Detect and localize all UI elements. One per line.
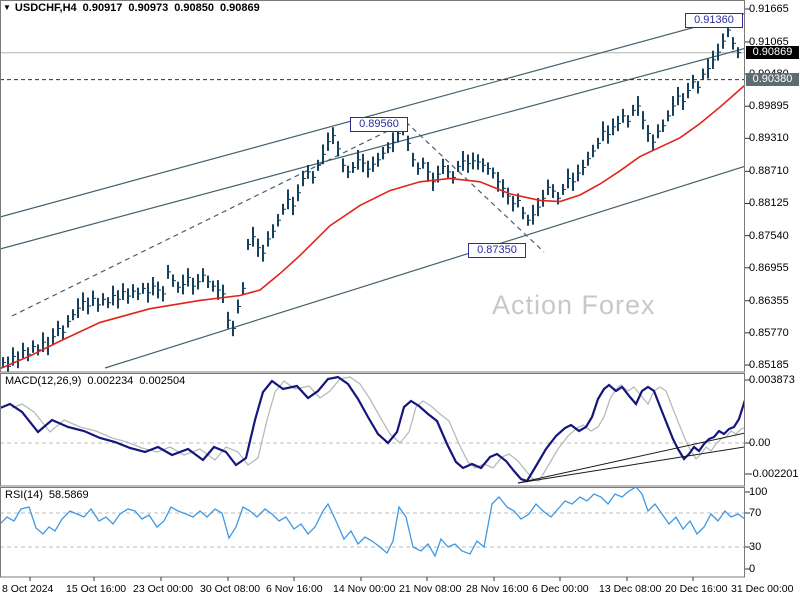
ohlc-open: 0.90917 (82, 2, 123, 14)
price-axis-label: 0.91065 (749, 35, 789, 48)
price-axis-label: 0.86955 (749, 261, 789, 274)
trendline[interactable] (0, 43, 765, 250)
ohlc-low: 0.90850 (174, 2, 214, 14)
macd-signal-line (11, 376, 745, 482)
rsi-axis-label: 0 (749, 563, 756, 575)
date-label: 20 Dec 16:00 (665, 583, 728, 595)
macd-label: MACD(12,26,9) 0.002234 0.002504 (5, 375, 191, 387)
price-axis-label: 0.89310 (749, 132, 789, 145)
price-annotation-peak[interactable]: 0.89560 (350, 117, 408, 132)
moving-average-line (0, 84, 745, 370)
date-label: 23 Oct 00:00 (133, 583, 194, 595)
date-label: 8 Oct 2024 (2, 583, 54, 595)
price-axis-label: 0.91665 (749, 3, 789, 15)
collapse-arrow-icon[interactable]: ▼ (3, 3, 11, 12)
macd-axis-zero: 0.00 (749, 437, 771, 449)
rsi-value: 58.5869 (48, 489, 89, 501)
panel-border (0, 373, 745, 487)
date-label: 6 Nov 16:00 (266, 583, 323, 595)
macd-value-signal: 0.002504 (139, 375, 186, 387)
rsi-label: RSI(14) 58.5869 (5, 489, 95, 501)
ohlc-close: 0.90869 (219, 2, 260, 14)
price-axis-label: 0.85185 (749, 359, 789, 371)
macd-axis-min: -0.002201 (749, 468, 799, 480)
rsi-axis-label: 70 (749, 507, 762, 519)
date-label: 13 Dec 08:00 (599, 583, 662, 595)
level-price-box: 0.90380 (746, 73, 799, 86)
symbol-timeframe: USDCHF,H4 (14, 2, 77, 14)
price-axis-label: 0.89895 (749, 100, 789, 113)
trendline[interactable] (0, 8, 765, 218)
macd-trendline[interactable] (517, 429, 763, 484)
price-annotation-low[interactable]: 0.87350 (468, 243, 526, 258)
trendline[interactable] (11, 121, 407, 317)
price-axis-label: 0.86355 (749, 294, 789, 307)
chart-header: ▼ USDCHF,H4 0.90917 0.90973 0.90850 0.90869 (3, 2, 266, 14)
macd-value-main: 0.002234 (87, 375, 134, 387)
date-label: 6 Dec 00:00 (532, 583, 589, 595)
date-label: 28 Nov 16:00 (466, 583, 529, 595)
trendline[interactable] (405, 121, 545, 253)
rsi-name: RSI(14) (5, 489, 43, 501)
date-label: 30 Oct 08:00 (200, 583, 261, 595)
macd-axis-max: 0.003873 (749, 374, 795, 386)
price-annotation-high[interactable]: 0.91360 (685, 13, 743, 28)
rsi-axis-label: 100 (749, 486, 768, 498)
panel-border (0, 0, 745, 373)
rsi-line (0, 487, 745, 558)
macd-trendline[interactable] (517, 444, 763, 484)
date-label: 21 Nov 08:00 (399, 583, 462, 595)
bid-price-box: 0.90869 (746, 46, 799, 59)
watermark: Action Forex (492, 290, 656, 320)
date-label: 31 Dec 00:00 (731, 583, 794, 595)
rsi-axis-label: 30 (749, 541, 762, 553)
price-axis-label: 0.87540 (749, 229, 789, 242)
panel-border (0, 487, 745, 578)
date-label: 15 Oct 16:00 (66, 583, 127, 595)
date-label: 14 Nov 00:00 (333, 583, 396, 595)
trendline[interactable] (104, 160, 765, 369)
price-axis-label: 0.88125 (749, 197, 789, 210)
price-axis-label: 0.85770 (749, 326, 789, 339)
macd-name: MACD(12,26,9) (5, 375, 82, 387)
price-axis-label: 0.88710 (749, 165, 789, 178)
ohlc-high: 0.90973 (128, 2, 169, 14)
macd-line (0, 375, 745, 483)
